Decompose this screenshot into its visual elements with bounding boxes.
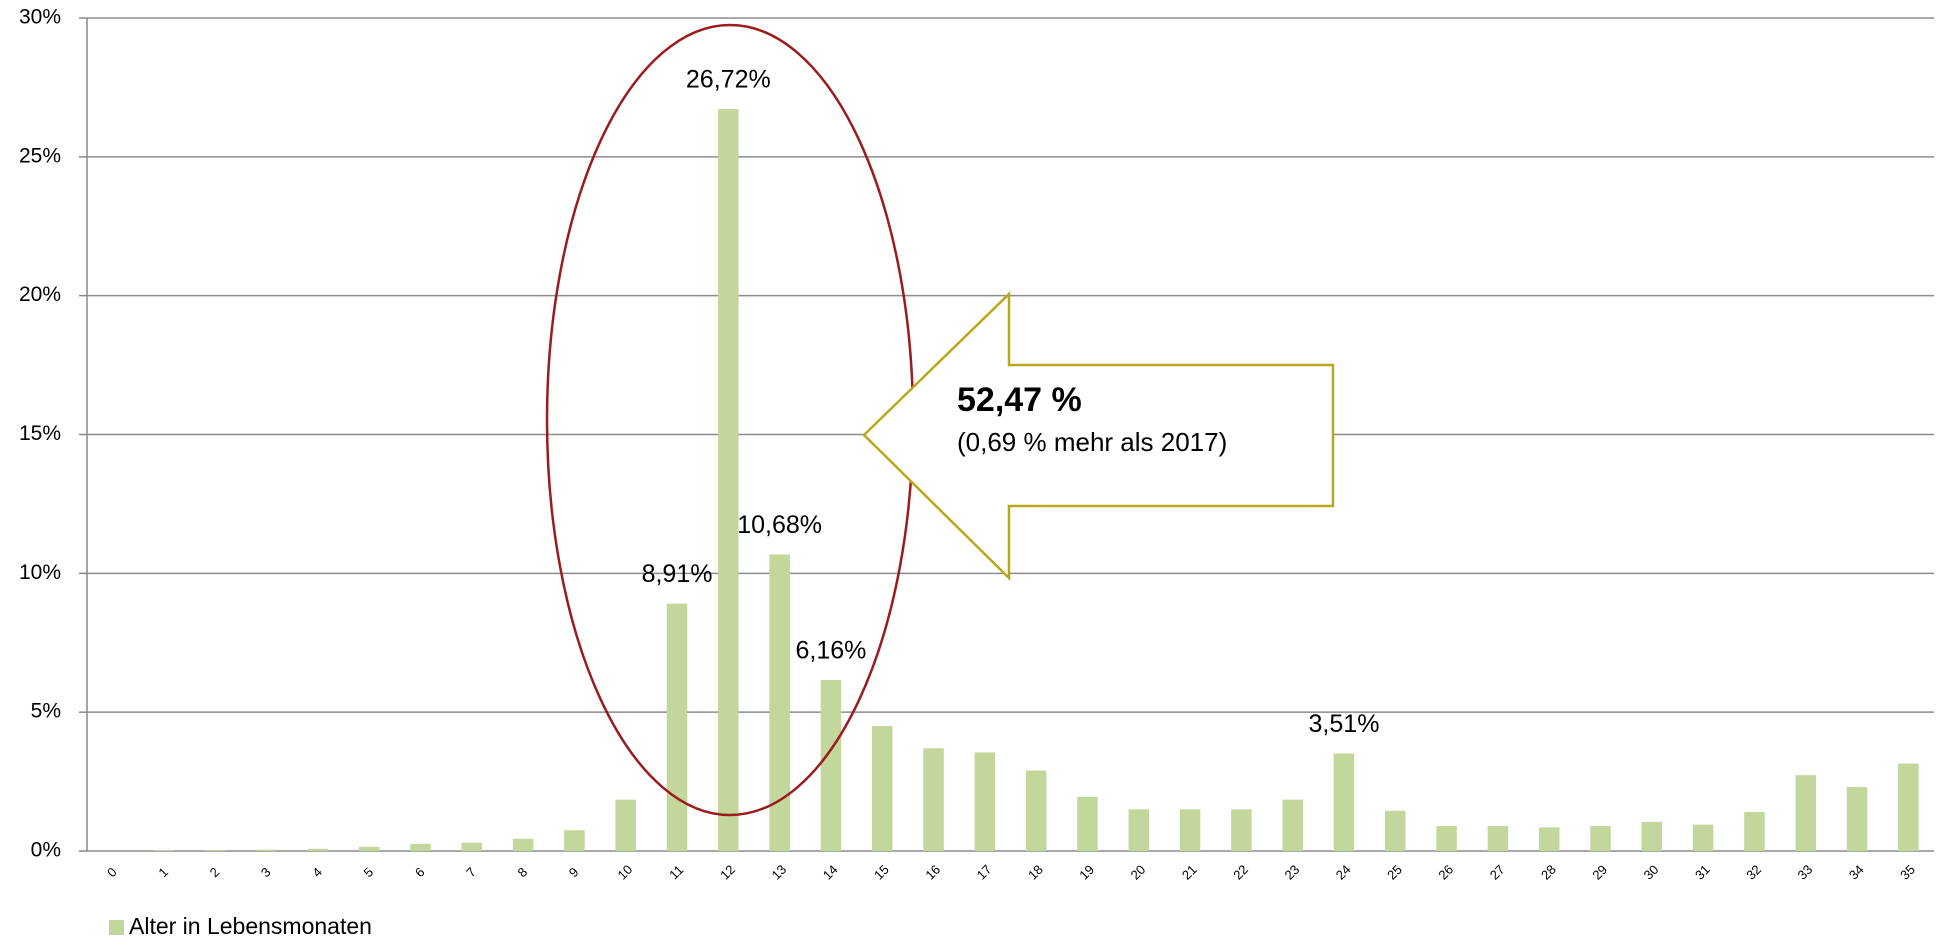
- x-tick-label: 15: [871, 862, 892, 883]
- x-tick-label: 25: [1384, 862, 1405, 883]
- bar: [564, 830, 585, 851]
- bar: [820, 679, 842, 851]
- bar: [1077, 796, 1098, 851]
- data-label: 10,68%: [737, 511, 822, 539]
- x-tick-label: 7: [463, 864, 479, 880]
- bar: [512, 838, 534, 851]
- bar: [615, 799, 636, 851]
- x-tick-label: 21: [1179, 862, 1200, 883]
- x-tick-label: 23: [1282, 862, 1303, 883]
- bar: [1487, 826, 1509, 851]
- x-tick-label: 6: [412, 864, 428, 880]
- callout-note: (0,69 % mehr als 2017): [957, 427, 1227, 457]
- bar: [1385, 810, 1406, 851]
- bar: [1282, 799, 1303, 851]
- bar: [1898, 763, 1919, 851]
- bar: [974, 752, 996, 851]
- y-tick-label: 25%: [19, 144, 61, 167]
- bar: [718, 109, 739, 852]
- legend-swatch: [109, 920, 124, 935]
- data-label: 26,72%: [686, 66, 771, 94]
- x-tick-label: 30: [1641, 862, 1662, 883]
- x-tick-label: 12: [717, 862, 738, 883]
- bar: [461, 842, 483, 851]
- bar: [1590, 826, 1611, 851]
- bar: [1231, 809, 1252, 851]
- bar: [1744, 812, 1765, 851]
- bar: [1128, 809, 1150, 851]
- x-tick-label: 28: [1538, 862, 1559, 883]
- bar: [153, 850, 175, 851]
- data-label: 6,16%: [795, 637, 866, 665]
- x-tick-label: 18: [1025, 862, 1046, 883]
- x-tick-label: 35: [1897, 862, 1918, 883]
- bar: [1436, 826, 1457, 851]
- x-tick-label: 0: [104, 864, 120, 880]
- data-label: 3,51%: [1309, 710, 1380, 738]
- y-tick-label: 0%: [31, 839, 61, 862]
- x-tick-label: 27: [1487, 862, 1508, 883]
- x-tick-label: 4: [309, 864, 325, 880]
- x-tick-label: 11: [666, 862, 686, 882]
- x-tick-label: 13: [768, 862, 789, 883]
- callout-value: 52,47 %: [957, 381, 1082, 419]
- y-tick-label: 5%: [31, 700, 61, 723]
- x-tick-label: 31: [1692, 862, 1713, 883]
- x-tick-label: 2: [207, 864, 223, 880]
- x-tick-label: 20: [1128, 862, 1149, 883]
- x-tick-label: 14: [820, 862, 841, 883]
- bar: [1641, 821, 1663, 851]
- data-label: 8,91%: [642, 560, 713, 588]
- bar: [1538, 827, 1560, 851]
- legend-label: Alter in Lebensmonaten: [129, 913, 372, 939]
- bar: [769, 554, 790, 851]
- x-tick-label: 9: [566, 864, 582, 880]
- x-tick-label: 16: [922, 862, 943, 883]
- x-tick-label: 29: [1589, 862, 1610, 883]
- x-tick-label: 3: [258, 864, 274, 880]
- y-tick-label: 20%: [19, 283, 61, 306]
- bar: [1179, 809, 1201, 851]
- y-tick-label: 10%: [19, 561, 61, 584]
- x-tick-label: 8: [514, 864, 530, 880]
- callout-arrow: [862, 291, 1335, 581]
- x-tick-label: 32: [1743, 862, 1764, 883]
- bar: [1692, 824, 1714, 851]
- bar: [205, 850, 226, 851]
- bar: [358, 846, 380, 851]
- x-tick-label: 26: [1435, 862, 1456, 883]
- bar: [923, 748, 944, 851]
- bar: [1025, 770, 1047, 851]
- x-tick-label: 24: [1333, 862, 1354, 883]
- y-tick-label: 15%: [19, 422, 61, 445]
- x-tick-label: 5: [361, 864, 377, 880]
- bar: [1333, 753, 1355, 851]
- x-tick-label: 10: [615, 862, 636, 883]
- x-tick-label: 19: [1076, 862, 1097, 883]
- bar: [256, 849, 277, 851]
- x-tick-label: 17: [974, 862, 995, 883]
- bar: [307, 848, 329, 851]
- x-tick-label: 1: [155, 864, 171, 880]
- x-tick-label: 22: [1230, 862, 1251, 883]
- bar: [666, 603, 688, 851]
- x-tick-label: 34: [1846, 862, 1867, 883]
- bar: [1795, 775, 1816, 851]
- y-tick-label: 30%: [19, 6, 61, 29]
- x-tick-label: 33: [1795, 862, 1816, 883]
- bar: [1846, 787, 1868, 851]
- bar: [410, 843, 431, 851]
- bar: [871, 726, 893, 851]
